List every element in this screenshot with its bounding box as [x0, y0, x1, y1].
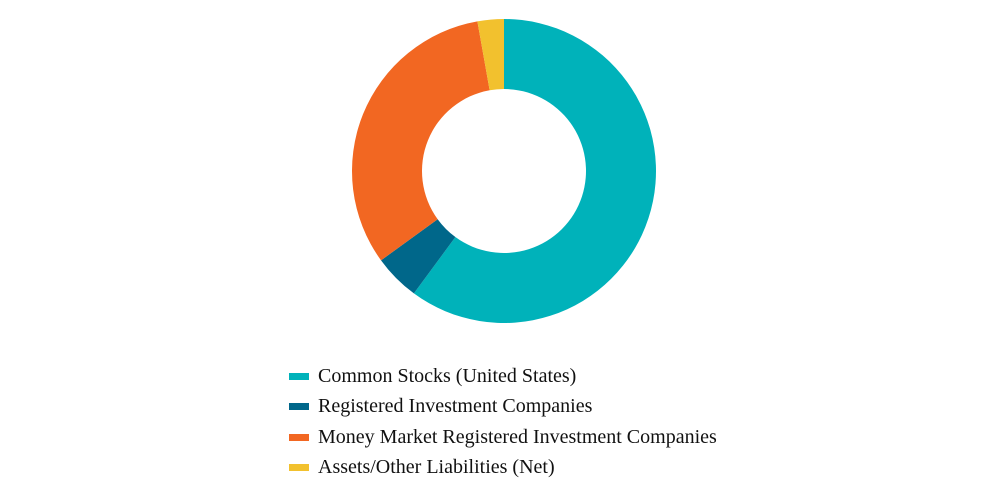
legend-label: Assets/Other Liabilities (Net)	[318, 456, 555, 479]
donut-chart	[352, 19, 656, 323]
donut-slice-4	[477, 19, 504, 91]
teal-square-swatch	[289, 372, 309, 380]
orange-square-swatch	[289, 433, 309, 441]
legend-label: Registered Investment Companies	[318, 395, 593, 418]
donut-slice-1	[413, 19, 656, 323]
legend-item-4: Assets/Other Liabilities (Net)	[289, 453, 717, 480]
legend-label: Common Stocks (United States)	[318, 364, 577, 387]
donut-slice-2	[381, 219, 456, 294]
legend-item-1: Common Stocks (United States)	[289, 361, 717, 392]
legend-item-3: Money Market Registered Investment Compa…	[289, 422, 717, 453]
legend-item-2: Registered Investment Companies	[289, 392, 717, 423]
chart-legend: Common Stocks (United States) Registered …	[289, 361, 717, 480]
donut-slice-3	[352, 21, 490, 261]
yellow-square-swatch	[289, 464, 309, 472]
legend-label: Money Market Registered Investment Compa…	[318, 425, 717, 448]
dark-blue-square-swatch	[289, 403, 309, 411]
donut-slices	[352, 19, 656, 323]
